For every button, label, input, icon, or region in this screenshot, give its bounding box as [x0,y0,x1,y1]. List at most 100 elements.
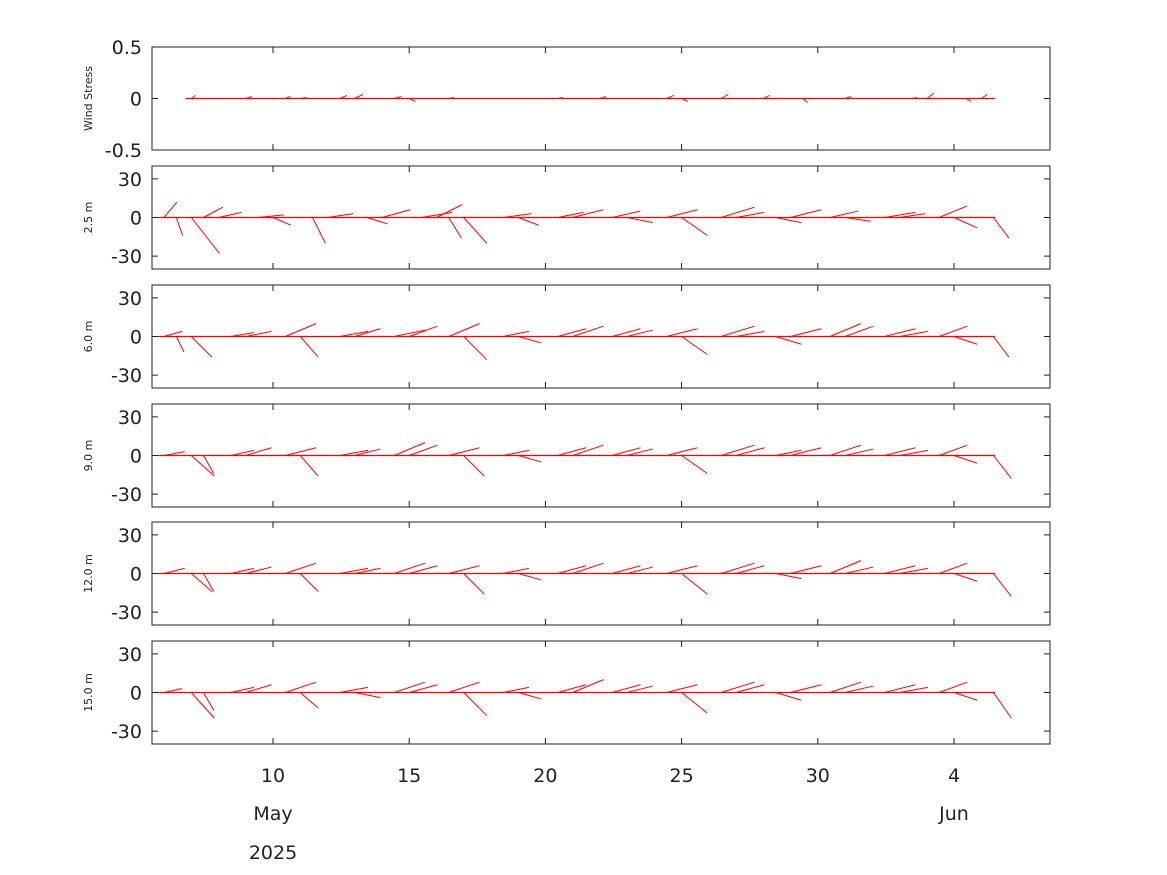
panel-ylabel: 6.0 m [82,321,95,353]
stick-vector [899,213,926,218]
stick-vector [572,209,604,218]
stick-vector [612,565,641,574]
stick-vector [681,573,708,595]
stick-vector [218,211,242,218]
stick-vector [735,330,765,337]
stick-vector [463,573,485,595]
stick-vector [666,684,698,693]
stick-vector [720,325,755,337]
stick-vector [354,692,381,699]
stick-vector [666,447,698,456]
stick-vector [163,567,185,574]
x-month-label: May [253,803,292,825]
stick-vector [557,96,563,99]
stick-vector [993,455,1012,479]
stick-vector [448,96,454,99]
y-tick-label: 30 [118,407,142,429]
stick-vector [448,323,480,337]
stick-vector [285,447,317,456]
stick-vector [899,686,928,693]
stick-vector [993,573,1012,597]
stick-vector [666,565,698,574]
stick-vector [899,330,928,337]
stick-vector [503,449,530,456]
stick-vector [257,214,284,218]
x-tick-label: 4 [948,765,960,787]
y-tick-label: 0 [130,683,142,705]
stick-vector [339,330,369,337]
stick-vector [408,98,416,103]
stick-vector [790,328,822,337]
stick-vector [339,567,369,574]
stick-vector [190,455,215,477]
stick-vector [720,681,755,693]
stick-vector [394,681,426,693]
stick-vector [911,96,918,99]
stick-vector [245,447,272,456]
stick-vector [844,448,874,456]
stick-vector [381,209,411,218]
stick-vector [775,217,802,224]
stick-vector [926,92,935,99]
stick-vector [163,201,178,218]
stick-vector [354,567,381,574]
stick-vector [463,455,485,477]
stick-vector [163,330,183,337]
stick-vector [557,684,587,693]
stick-vector [409,444,438,456]
stick-vector [938,681,968,693]
stick-vector [612,684,641,693]
stick-vector [626,566,653,574]
stick-vector [775,692,802,701]
stick-vector [285,562,317,574]
stick-vector [612,447,641,456]
stick-vector [980,93,988,99]
x-tick-label: 25 [670,765,694,787]
stick-vector [993,336,1010,358]
stick-vector [844,566,874,574]
stick-vector [938,325,968,337]
y-tick-label: -30 [111,365,142,387]
stick-vector [612,210,641,218]
stick-vector [518,573,542,581]
stick-vector [245,330,272,337]
stick-vector [720,93,729,99]
stick-vector [572,679,604,693]
stick-vector [829,444,862,456]
stick-vector [409,684,438,693]
stick-vector [884,447,916,456]
stick-vector [285,681,317,693]
stick-vector [299,692,319,709]
y-tick-label: -30 [111,602,142,624]
stick-vector [421,211,453,218]
stick-vector [557,211,584,218]
stick-vector [681,692,708,714]
stick-vector [557,328,587,337]
stick-vector [394,442,426,456]
stick-vector [790,565,822,574]
stick-vector [436,204,463,218]
stick-vector [394,95,402,99]
stick-vector [735,211,765,218]
stick-vector [175,217,184,236]
stick-vector [681,217,708,236]
stick-vector [503,567,530,574]
stick-vector [775,336,802,345]
stick-vector [299,573,319,592]
stick-vector [230,332,255,337]
stick-vector [844,325,874,337]
stick-vector [763,94,770,99]
stick-vector [953,692,978,701]
stick-vector [518,692,542,700]
stick-vector [790,447,822,456]
stick-vector [299,455,319,477]
x-tick-label: 15 [397,765,421,787]
stick-vector [518,336,542,344]
stick-vector [626,448,653,456]
stick-vector [666,209,698,218]
stick-vector [463,336,488,361]
y-tick-label: -30 [111,484,142,506]
stick-vector [953,217,978,229]
stick-vector [884,211,916,218]
x-tick-label: 10 [261,765,285,787]
